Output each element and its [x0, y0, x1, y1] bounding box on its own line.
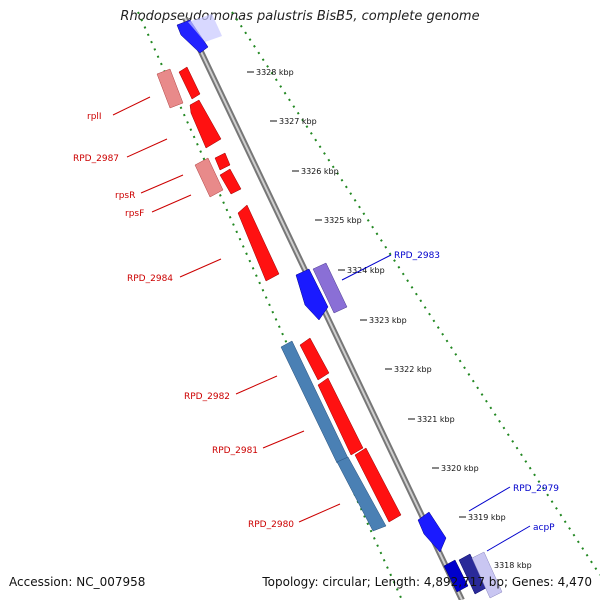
leader-rpd2979: [468, 486, 511, 512]
leader-acpp: [486, 525, 531, 552]
gene-acpp-a[interactable]: [443, 559, 469, 593]
label-rpd2982[interactable]: RPD_2982: [184, 392, 230, 402]
leader-rpd2981: [262, 430, 305, 449]
gene-reverse-top[interactable]: [176, 19, 209, 54]
gene-rpd2980[interactable]: [354, 447, 402, 523]
gene-rpli-light[interactable]: [156, 68, 184, 109]
gene-rpd2980-other[interactable]: [336, 456, 387, 532]
leader-rpsf: [151, 194, 192, 213]
genome-summary-text: Topology: circular; Length: 4,892,717 bp…: [262, 575, 592, 589]
leader-rpd2983: [341, 254, 392, 281]
leader-rpd2980: [298, 503, 341, 523]
tick-label-3324: 3324 kbp: [347, 266, 385, 275]
label-rpd2987[interactable]: RPD_2987: [73, 154, 119, 164]
gene-rpsr-light[interactable]: [194, 157, 224, 198]
gene-rpsr[interactable]: [214, 152, 231, 171]
gene-rpd2982[interactable]: [299, 337, 330, 381]
tick-label-3323: 3323 kbp: [369, 316, 407, 325]
gene-bottom-light[interactable]: [471, 551, 503, 599]
leader-rpd2982: [235, 375, 278, 395]
tick-label-3325: 3325 kbp: [324, 216, 362, 225]
label-rpd2979[interactable]: RPD_2979: [513, 484, 559, 494]
gene-rpli[interactable]: [178, 66, 201, 100]
gene-rpd2983-b[interactable]: [312, 262, 348, 314]
tick-label-3322: 3322 kbp: [394, 365, 432, 374]
tick-label-3327: 3327 kbp: [279, 117, 317, 126]
gene-rpsf[interactable]: [219, 168, 242, 195]
tick-label-3318: 3318 kbp: [494, 561, 532, 570]
label-rpd2981[interactable]: RPD_2981: [212, 446, 258, 456]
gene-rpd2981[interactable]: [317, 377, 364, 456]
leader-rpd2987: [126, 138, 168, 158]
leader-rpli: [112, 96, 151, 116]
gene-rpd2983-a[interactable]: [295, 268, 329, 321]
label-rpd2984[interactable]: RPD_2984: [127, 274, 173, 284]
label-rpd2983[interactable]: RPD_2983: [394, 251, 440, 261]
tick-label-3326: 3326 kbp: [301, 167, 339, 176]
track-guide-right: [231, 11, 600, 576]
label-rpd2980[interactable]: RPD_2980: [248, 520, 294, 530]
gene-rpd2979[interactable]: [417, 511, 447, 553]
label-acpp[interactable]: acpP: [533, 523, 555, 533]
gene-rpd2987[interactable]: [189, 99, 222, 149]
gene-labels: rplI RPD_2987 rpsR rpsF RPD_2984 RPD_298…: [73, 96, 559, 552]
scale-ticks: 3328 kbp 3327 kbp 3326 kbp 3325 kbp 3324…: [247, 68, 532, 570]
leader-rpd2984: [179, 258, 222, 278]
gene-rpd2984[interactable]: [237, 204, 280, 282]
leader-rpsr: [140, 174, 184, 194]
tick-label-3320: 3320 kbp: [441, 464, 479, 473]
tick-label-3321: 3321 kbp: [417, 415, 455, 424]
label-rpsr[interactable]: rpsR: [115, 191, 135, 201]
gene-reverse-top-faded: [188, 14, 222, 42]
label-rpli[interactable]: rplI: [87, 112, 102, 122]
tick-label-3319: 3319 kbp: [468, 513, 506, 522]
tick-label-3328: 3328 kbp: [256, 68, 294, 77]
accession-text: Accession: NC_007958: [9, 575, 146, 589]
label-rpsf[interactable]: rpsF: [125, 209, 144, 219]
